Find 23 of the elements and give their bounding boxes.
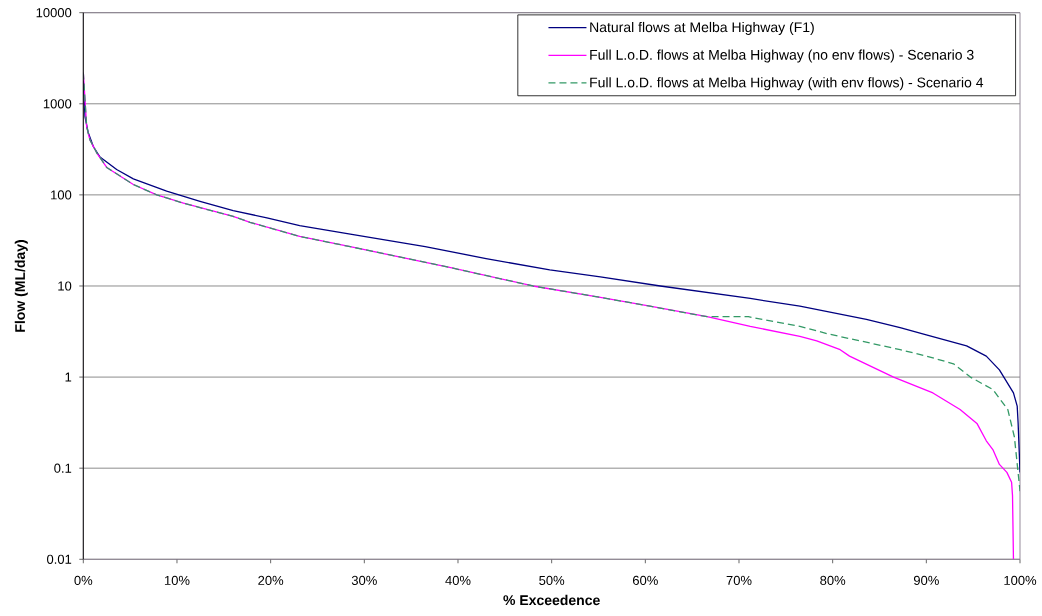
y-axis-title: Flow (ML/day) — [14, 240, 28, 332]
legend-label: Natural flows at Melba Highway (F1) — [590, 21, 814, 35]
x-tick-label: 70% — [726, 575, 752, 585]
y-tick-label: 0.1 — [54, 463, 72, 473]
legend-label: Full L.o.D. flows at Melba Highway (no env flows) - Scenario 3 — [590, 49, 974, 63]
x-tick-label: 30% — [351, 575, 377, 585]
x-tick-label: 20% — [258, 575, 284, 585]
legend-label: Full L.o.D. flows at Melba Highway (with env flows) - Scenario 4 — [590, 77, 984, 91]
y-tick-label: 10000 — [36, 8, 72, 18]
y-tick-label: 0.01 — [47, 554, 72, 564]
y-tick-label: 100 — [51, 190, 72, 200]
x-tick-label: 40% — [445, 575, 471, 585]
y-tick-label: 1000 — [43, 99, 72, 109]
y-tick-label: 10 — [58, 281, 72, 291]
x-axis-title: % Exceedence — [503, 594, 600, 606]
x-tick-label: 10% — [164, 575, 190, 585]
y-tick-label: 1 — [65, 372, 72, 382]
x-tick-label: 80% — [820, 575, 846, 585]
x-tick-label: 60% — [632, 575, 658, 585]
x-tick-label: 90% — [913, 575, 939, 585]
x-tick-label: 50% — [539, 575, 565, 585]
x-tick-label: 0% — [74, 575, 93, 585]
x-tick-label: 100% — [1004, 575, 1037, 585]
